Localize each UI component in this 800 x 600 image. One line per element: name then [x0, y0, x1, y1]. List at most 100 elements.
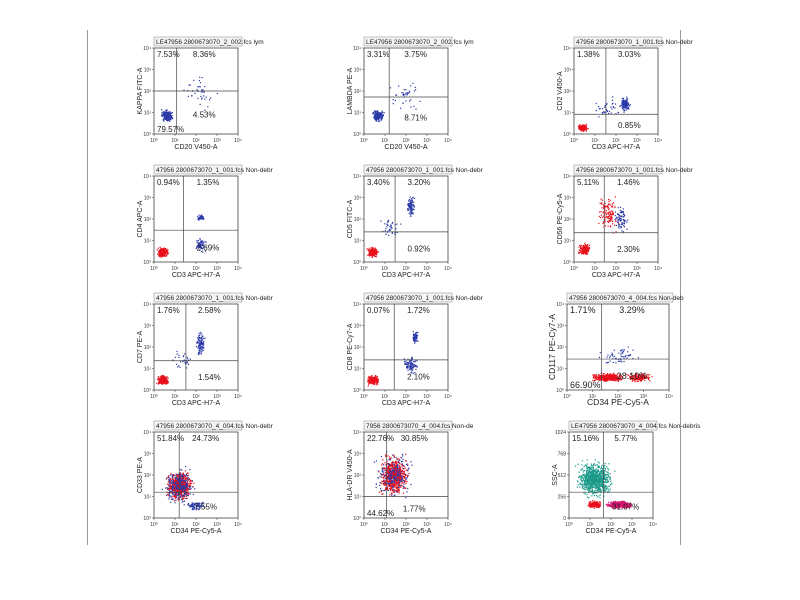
event-dot	[179, 488, 181, 490]
event-dot	[181, 469, 183, 471]
event-dot	[621, 104, 623, 106]
event-dot	[159, 253, 162, 255]
event-dot	[586, 126, 588, 128]
event-dot	[643, 375, 645, 377]
event-dot	[585, 128, 587, 131]
event-dot	[621, 100, 623, 102]
event-dot	[635, 381, 637, 383]
event-dot	[176, 478, 179, 480]
event-dot	[170, 496, 172, 498]
event-dot	[368, 253, 370, 255]
event-dot	[201, 504, 203, 506]
event-dot	[407, 358, 409, 360]
event-dot	[416, 360, 418, 362]
event-dot	[603, 373, 605, 375]
event-dot	[168, 119, 170, 121]
event-dot	[374, 377, 376, 380]
event-dot	[611, 223, 614, 225]
event-dot	[581, 247, 583, 250]
event-dot	[580, 130, 583, 132]
event-dot	[609, 355, 612, 357]
event-dot	[617, 207, 619, 209]
flow-plot-8: 47956 2800673070_1_001.fcs Non-debr 10⁰ 10…	[338, 292, 508, 412]
event-dot	[371, 254, 373, 256]
event-dot	[159, 251, 161, 254]
event-dot	[615, 380, 617, 382]
event-dot	[623, 225, 625, 227]
event-dot	[583, 251, 585, 253]
event-dot	[202, 347, 204, 349]
event-dot	[187, 487, 189, 489]
event-dot	[623, 111, 625, 113]
event-dot	[368, 381, 370, 383]
event-dot	[605, 378, 608, 380]
event-dot	[181, 489, 183, 491]
event-dot	[593, 375, 595, 378]
event-dot	[381, 113, 383, 115]
event-dot	[179, 496, 181, 498]
event-dot	[604, 106, 606, 108]
event-dot	[398, 482, 400, 484]
event-dot	[199, 352, 201, 354]
event-dot	[164, 375, 166, 377]
event-dot	[370, 251, 372, 253]
event-dot	[189, 482, 191, 485]
event-dot	[579, 126, 581, 128]
event-dot	[168, 120, 171, 122]
event-dot	[610, 375, 612, 377]
event-dot	[201, 247, 204, 250]
event-dot	[197, 217, 199, 219]
event-dot	[161, 109, 163, 111]
y-tick-label: 10⁰	[143, 388, 151, 394]
event-dot	[165, 381, 167, 384]
event-dot	[198, 79, 200, 82]
event-dot	[176, 475, 179, 477]
event-dot	[602, 211, 604, 213]
event-dot	[620, 360, 622, 362]
event-dot	[183, 89, 185, 91]
y-tick-label: 10²	[144, 89, 152, 95]
plot-frame	[363, 47, 449, 135]
event-dot	[159, 380, 161, 383]
event-dot	[159, 255, 161, 257]
event-dot	[626, 103, 628, 105]
event-dot	[631, 380, 633, 382]
event-dot	[610, 219, 612, 221]
event-dot	[411, 199, 413, 201]
event-dot	[605, 362, 607, 364]
event-dot	[407, 475, 409, 478]
event-dot	[623, 360, 625, 363]
event-dot	[398, 479, 400, 481]
plot-title: 47956 2800673070_1_001.fcs Non-debr	[576, 39, 694, 46]
event-dot	[613, 355, 616, 358]
event-dot	[620, 378, 622, 380]
event-dot	[403, 93, 405, 96]
event-dot	[390, 480, 392, 483]
event-dot	[603, 206, 605, 208]
event-dot	[199, 86, 201, 88]
event-dot	[608, 215, 610, 218]
event-dot	[177, 474, 179, 477]
event-dot	[399, 474, 401, 476]
event-dot	[405, 360, 407, 362]
event-dot	[180, 473, 182, 475]
event-dot	[419, 100, 421, 102]
event-dot	[621, 103, 623, 106]
event-dot	[369, 253, 371, 255]
event-dot	[377, 114, 379, 116]
event-dot	[627, 374, 630, 376]
event-dot	[180, 480, 182, 482]
event-dot	[639, 375, 642, 378]
event-dot	[621, 222, 623, 224]
event-dot	[608, 376, 610, 378]
event-dot	[161, 381, 164, 383]
event-dot	[610, 217, 612, 219]
event-dot	[638, 375, 640, 377]
event-dot	[397, 478, 399, 480]
event-dot	[617, 216, 619, 218]
event-dot	[199, 243, 201, 245]
event-dot	[402, 482, 404, 484]
event-dot	[185, 479, 187, 481]
event-dot	[602, 221, 605, 223]
event-dot	[618, 352, 620, 354]
